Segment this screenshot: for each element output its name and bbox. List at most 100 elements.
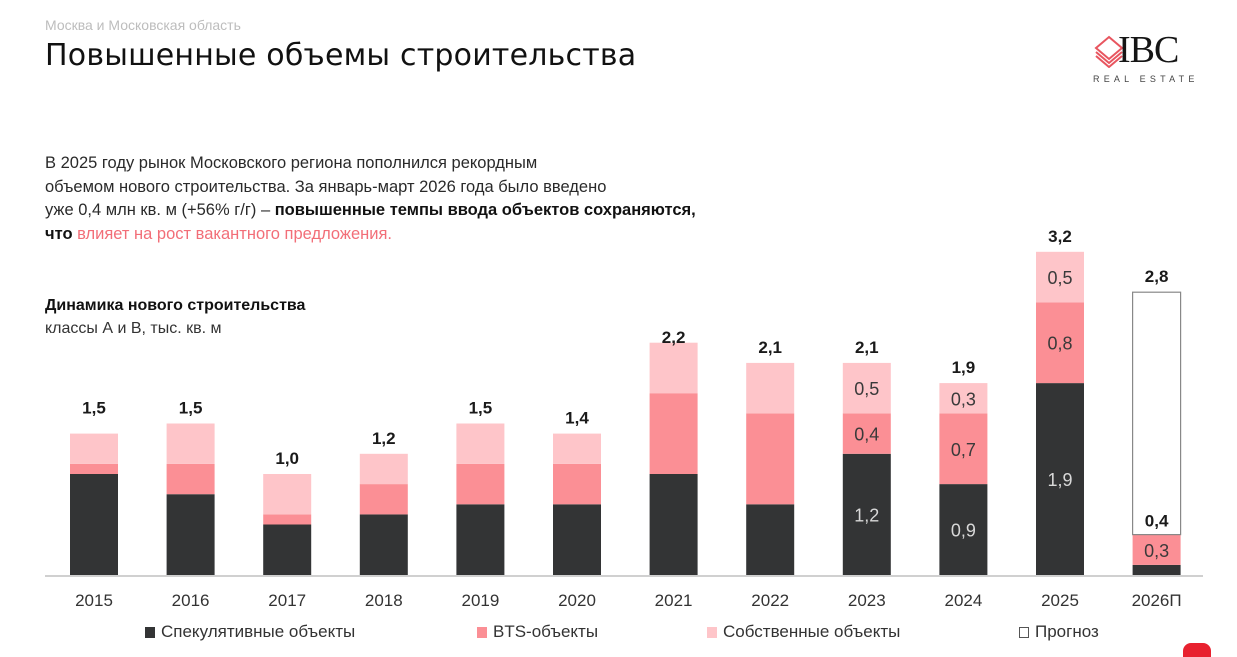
x-tick-label-2018: 2018 bbox=[365, 591, 403, 610]
x-tick-label-2023: 2023 bbox=[848, 591, 886, 610]
total-label-2020: 1,4 bbox=[565, 409, 589, 428]
bar-segment-2025-1 bbox=[1036, 302, 1084, 384]
total-label-2018: 1,2 bbox=[372, 429, 396, 448]
intro-line-3: уже 0,4 млн кв. м (+56% г/г) – повышенны… bbox=[45, 199, 805, 223]
bar-segment-2025-0 bbox=[1036, 383, 1084, 575]
intro-line-1: В 2025 году рынок Московского региона по… bbox=[45, 154, 538, 172]
segment-label-2024-1: 0,7 bbox=[951, 440, 976, 460]
total-label-2016: 1,5 bbox=[179, 399, 203, 418]
total-label-2022: 2,1 bbox=[758, 338, 782, 357]
total-label-2023: 2,1 bbox=[855, 338, 879, 357]
logo-wordmark: IBC bbox=[1118, 29, 1179, 71]
segment-label-2023-2: 0,5 bbox=[854, 379, 879, 399]
legend-label-own: Собственные объекты bbox=[723, 622, 901, 641]
bar-segment-2016-1 bbox=[166, 463, 215, 495]
bar-segment-2022-1 bbox=[746, 413, 795, 505]
intro-line-4: что влияет на рост вакантного предложени… bbox=[45, 223, 805, 247]
bar-segment-2024-2 bbox=[939, 383, 988, 414]
legend-item-own: Собственные объекты bbox=[707, 622, 900, 642]
bar-segment-2019-0 bbox=[456, 504, 505, 575]
x-tick-label-2021: 2021 bbox=[655, 591, 693, 610]
bar-segment-2024-1 bbox=[939, 413, 988, 485]
bar-segment-2018-2 bbox=[359, 453, 408, 485]
legend-item-speculative: Спекулятивные объекты bbox=[145, 622, 355, 642]
bar-segment-2021-0 bbox=[649, 474, 698, 575]
segment-label-2024-0: 0,9 bbox=[951, 521, 976, 541]
bar-segment-2018-0 bbox=[359, 514, 408, 575]
x-tick-label-2026П: 2026П bbox=[1132, 591, 1182, 610]
bar-segment-2023-0 bbox=[842, 453, 891, 575]
bar-segment-2026П-0 bbox=[1132, 564, 1181, 575]
bar-segment-2024-0 bbox=[939, 484, 988, 575]
intro-line-4-bold: что bbox=[45, 224, 78, 243]
bar-segment-2020-1 bbox=[553, 463, 601, 505]
x-tick-label-2015: 2015 bbox=[75, 591, 113, 610]
total-label-2017: 1,0 bbox=[275, 449, 299, 468]
legend-item-bts: BTS-объекты bbox=[477, 622, 598, 642]
intro-line-2: объемом нового строительства. За январь-… bbox=[45, 177, 607, 196]
bar-segment-2020-0 bbox=[553, 504, 601, 575]
logo-tagline: REAL ESTATE bbox=[1093, 74, 1199, 84]
total-label-2025: 3,2 bbox=[1048, 227, 1072, 246]
x-tick-label-2017: 2017 bbox=[268, 591, 306, 610]
legend-swatch-own bbox=[707, 626, 717, 638]
bar-segment-2021-1 bbox=[649, 393, 698, 474]
total-label-2024: 1,9 bbox=[952, 358, 976, 377]
x-tick-label-2022: 2022 bbox=[751, 591, 789, 610]
intro-line-3-bold: повышенные темпы ввода объектов сохраняю… bbox=[274, 201, 696, 219]
legend-swatch-bts bbox=[477, 626, 487, 638]
legend-label-speculative: Спекулятивные объекты bbox=[161, 622, 356, 641]
legend-item-forecast: Прогноз bbox=[1019, 622, 1099, 642]
segment-label-2023-0: 1,2 bbox=[854, 505, 879, 525]
bar-segment-2017-0 bbox=[263, 524, 312, 575]
bar-segment-2016-2 bbox=[166, 423, 215, 464]
total-label-2019: 1,5 bbox=[469, 399, 493, 418]
bar-segment-2022-0 bbox=[746, 504, 795, 575]
bar-segment-2023-2 bbox=[842, 362, 891, 414]
legend-swatch-speculative bbox=[145, 626, 155, 638]
bar-segment-2015-2 bbox=[70, 433, 118, 464]
x-tick-label-2016: 2016 bbox=[172, 591, 210, 610]
total-label-2026П: 2,8 bbox=[1145, 267, 1169, 286]
legend-label-forecast: Прогноз bbox=[1035, 622, 1099, 641]
intro-paragraph: В 2025 году рынок Московского региона по… bbox=[45, 152, 805, 246]
bar-segment-2019-1 bbox=[456, 463, 505, 505]
segment-label-2025-2: 0,5 bbox=[1047, 268, 1072, 288]
bar-segment-2026П-1 bbox=[1132, 534, 1181, 565]
segment-label-2024-2: 0,3 bbox=[951, 389, 976, 409]
bar-segment-2023-1 bbox=[842, 413, 891, 454]
page-title: Повышенные объемы строительства bbox=[45, 38, 637, 73]
region-subtitle: Москва и Московская область bbox=[45, 17, 241, 33]
segment-label-2025-1: 0,8 bbox=[1047, 334, 1072, 354]
x-tick-label-2024: 2024 bbox=[944, 591, 982, 610]
total-label-2015: 1,5 bbox=[82, 399, 106, 418]
chart-title: Динамика нового строительства bbox=[45, 297, 306, 314]
corner-decoration bbox=[1183, 643, 1211, 657]
x-tick-label-2025: 2025 bbox=[1041, 591, 1079, 610]
bar-segment-2018-1 bbox=[359, 484, 408, 515]
legend-label-bts: BTS-объекты bbox=[493, 622, 599, 641]
segment-label-2026П-1: 0,3 bbox=[1144, 541, 1169, 561]
bar-segment-2015-0 bbox=[70, 474, 118, 575]
segment-label-2025-0: 1,9 bbox=[1047, 470, 1072, 490]
annotation-label-2026П: 0,4 bbox=[1145, 512, 1169, 531]
intro-line-3-plain: уже 0,4 млн кв. м (+56% г/г) – bbox=[45, 201, 275, 219]
bar-segment-2016-0 bbox=[166, 494, 215, 575]
chart-subtitle: классы А и В, тыс. кв. м bbox=[45, 320, 222, 337]
bar-segment-2025-2 bbox=[1036, 251, 1084, 303]
bar-segment-2017-2 bbox=[263, 474, 312, 515]
bar-segment-2026П-3 bbox=[1131, 291, 1182, 536]
bar-segment-2015-1 bbox=[70, 463, 118, 474]
x-tick-label-2020: 2020 bbox=[558, 591, 596, 610]
bar-segment-2022-2 bbox=[746, 362, 795, 414]
bar-segment-2020-2 bbox=[553, 433, 601, 464]
bar-segment-2019-2 bbox=[456, 423, 505, 464]
logo-diamond-icon bbox=[1094, 35, 1124, 68]
bar-segment-2017-1 bbox=[263, 514, 312, 525]
total-label-2021: 2,2 bbox=[662, 328, 686, 347]
legend-swatch-forecast bbox=[1019, 626, 1029, 638]
segment-label-2023-1: 0,4 bbox=[854, 425, 879, 445]
intro-highlight: влияет на рост вакантного предложения. bbox=[77, 224, 392, 243]
company-logo: IBC REAL ESTATE bbox=[1090, 29, 1205, 87]
